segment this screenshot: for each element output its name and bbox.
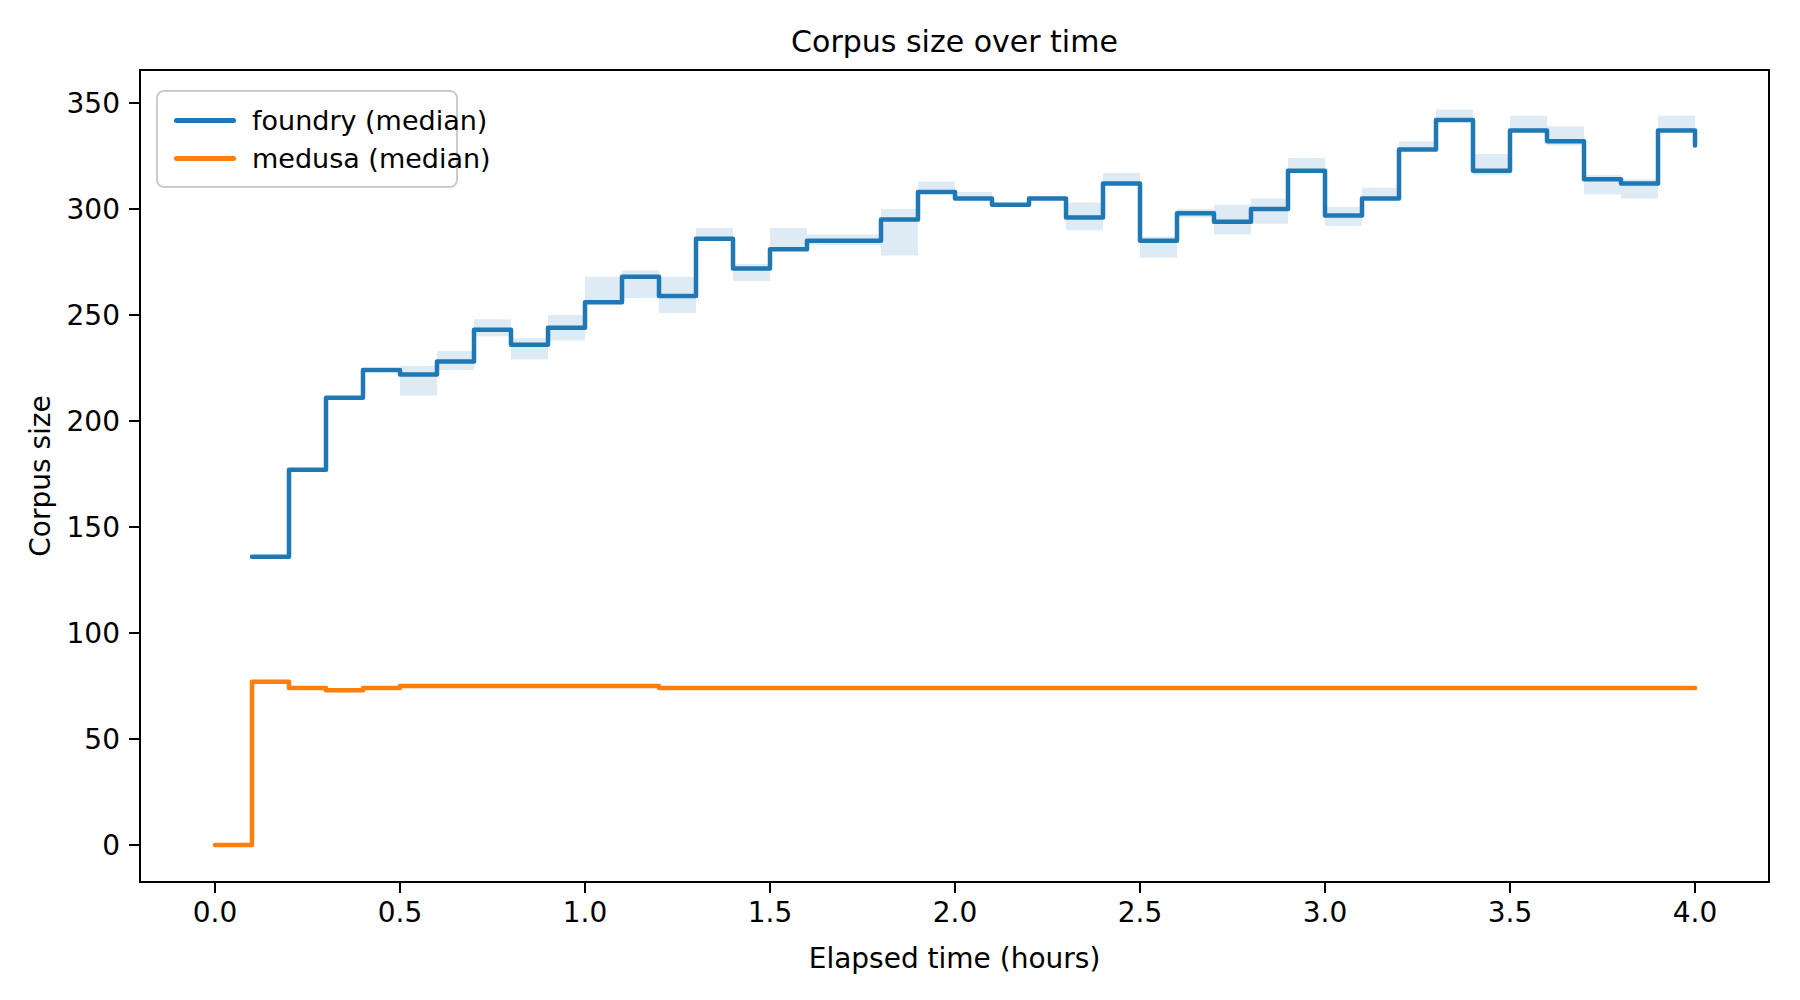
x-tick-label: 3.0 <box>1303 896 1348 929</box>
y-tick-label: 0 <box>102 829 120 862</box>
x-tick-label: 3.5 <box>1488 896 1533 929</box>
y-tick-label: 200 <box>67 405 120 438</box>
y-tick-label: 300 <box>67 193 120 226</box>
chart-title: Corpus size over time <box>140 24 1769 59</box>
legend-label-foundry: foundry (median) <box>252 105 487 136</box>
foundry-confidence-band <box>252 109 1695 556</box>
legend-item-medusa: medusa (median) <box>174 139 446 177</box>
y-axis-label: Corpus size <box>24 395 57 557</box>
y-tick-label: 50 <box>84 723 120 756</box>
figure: 0.0 0.5 1.0 1.5 2.0 2.5 3.0 3.5 4.0 0 50 100 150 200 2… <box>0 0 1800 1000</box>
x-tick-label: 4.0 <box>1673 896 1718 929</box>
y-tick-label: 150 <box>67 511 120 544</box>
legend-item-foundry: foundry (median) <box>174 101 446 139</box>
x-tick-label: 1.0 <box>563 896 608 929</box>
y-tick-label: 350 <box>67 87 120 120</box>
x-axis-label: Elapsed time (hours) <box>140 942 1769 975</box>
x-tick-label: 2.0 <box>933 896 978 929</box>
legend-line-foundry-icon <box>174 118 236 123</box>
y-tick-label: 100 <box>67 617 120 650</box>
x-tick-label: 0.5 <box>378 896 423 929</box>
x-tick-label: 2.5 <box>1118 896 1163 929</box>
legend-line-medusa-icon <box>174 156 236 161</box>
medusa-line <box>215 682 1695 845</box>
foundry-line <box>252 120 1695 557</box>
y-tick-label: 250 <box>67 299 120 332</box>
legend-label-medusa: medusa (median) <box>252 143 491 174</box>
x-tick-label: 0.0 <box>193 896 238 929</box>
legend: foundry (median) medusa (median) <box>156 90 458 188</box>
x-tick-label: 1.5 <box>748 896 793 929</box>
